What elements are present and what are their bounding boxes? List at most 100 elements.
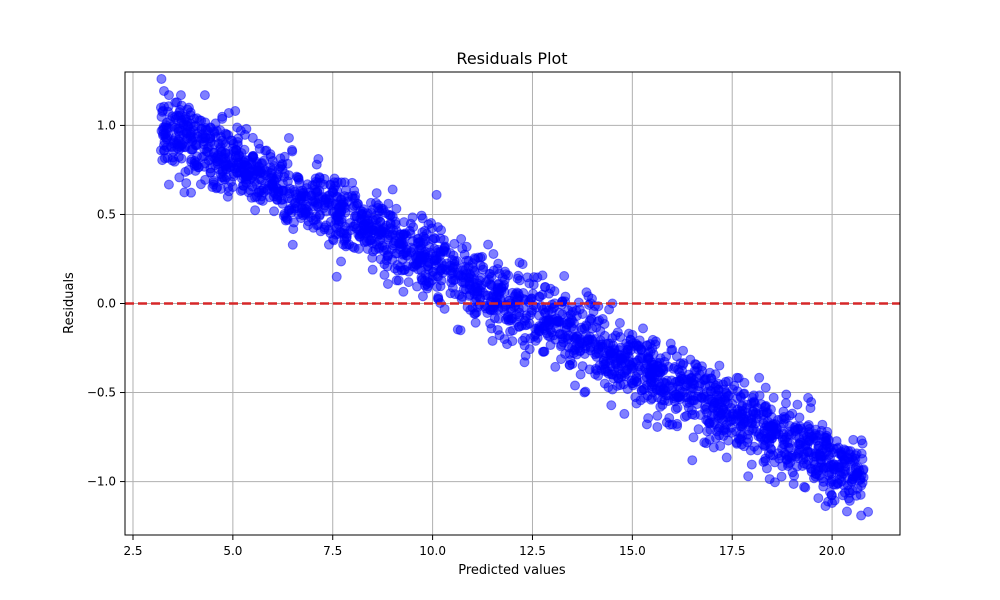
scatter-point	[253, 138, 264, 149]
scatter-point	[656, 363, 667, 374]
scatter-point	[733, 372, 744, 383]
scatter-point	[795, 421, 806, 432]
scatter-point	[521, 310, 532, 321]
scatter-point	[205, 137, 216, 148]
scatter-point	[651, 384, 662, 395]
scatter-point	[553, 317, 564, 328]
scatter-point	[247, 152, 258, 163]
scatter-point	[260, 145, 271, 156]
scatter-point	[336, 256, 347, 267]
scatter-point	[693, 424, 704, 435]
scatter-point	[683, 369, 694, 380]
scatter-point	[650, 339, 661, 350]
scatter-point	[743, 416, 754, 427]
scatter-point	[613, 373, 624, 384]
scatter-point	[685, 354, 696, 365]
scatter-point	[514, 257, 525, 268]
scatter-point	[797, 460, 808, 471]
scatter-point	[312, 177, 323, 188]
scatter-point	[371, 188, 382, 199]
scatter-point	[279, 151, 290, 162]
scatter-point	[456, 293, 467, 304]
scatter-point	[739, 441, 750, 452]
scatter-point	[483, 239, 494, 250]
scatter-point	[701, 438, 712, 449]
scatter-point	[682, 398, 693, 409]
scatter-point	[609, 344, 620, 355]
y-tick-label: −1.0	[87, 475, 116, 489]
scatter-point	[410, 259, 421, 270]
scatter-point	[426, 223, 437, 234]
scatter-point	[794, 412, 805, 423]
scatter-point	[330, 199, 341, 210]
scatter-point	[480, 290, 491, 301]
scatter-point	[241, 123, 252, 134]
scatter-point	[287, 239, 298, 250]
scatter-point	[456, 234, 467, 245]
scatter-point	[702, 426, 713, 437]
scatter-point	[159, 85, 170, 96]
scatter-point	[689, 410, 700, 421]
scatter-point	[365, 197, 376, 208]
scatter-point	[217, 111, 228, 122]
scatter-point	[607, 384, 618, 395]
scatter-point	[313, 153, 324, 164]
scatter-point	[580, 386, 591, 397]
scatter-point	[720, 376, 731, 387]
scatter-point	[338, 228, 349, 239]
scatter-point	[805, 403, 816, 414]
scatter-point	[721, 452, 732, 463]
scatter-point	[564, 348, 575, 359]
scatter-point	[197, 129, 208, 140]
scatter-point	[768, 392, 779, 403]
scatter-point	[673, 380, 684, 391]
ticks: 2.5 5.0 7.5 10.0 12.5 15.0 17.5 20.0 −1.0 −0.5 0.0…	[87, 118, 846, 558]
x-tick-label: 5.0	[223, 544, 242, 558]
x-tick-label: 10.0	[419, 544, 446, 558]
scatter-point	[527, 288, 538, 299]
scatter-point	[530, 323, 541, 334]
x-tick-label: 15.0	[619, 544, 646, 558]
scatter-point	[708, 442, 719, 453]
scatter-point	[704, 367, 715, 378]
scatter-point	[765, 450, 776, 461]
scatter-point	[661, 417, 672, 428]
y-tick-label: −0.5	[87, 386, 116, 400]
scatter-point	[447, 254, 458, 265]
y-axis-label: Residuals	[62, 272, 77, 334]
scatter-point	[393, 275, 404, 286]
scatter-point	[280, 215, 291, 226]
scatter-point	[575, 369, 586, 380]
scatter-point	[570, 380, 581, 391]
scatter-point	[298, 195, 309, 206]
scatter-point	[286, 145, 297, 156]
scatter-point	[586, 293, 597, 304]
scatter-point	[403, 277, 414, 288]
scatter-point	[764, 474, 775, 485]
scatter-point	[514, 275, 525, 286]
scatter-point	[424, 258, 435, 269]
scatter-point	[700, 380, 711, 391]
scatter-point	[688, 432, 699, 443]
scatter-point	[375, 216, 386, 227]
scatter-point	[507, 336, 518, 347]
scatter-point	[173, 123, 184, 134]
scatter-point	[811, 469, 822, 480]
x-tick-label: 17.5	[719, 544, 746, 558]
scatter-point	[436, 275, 447, 286]
scatter-point	[200, 174, 211, 185]
y-tick-label: 0.5	[97, 207, 116, 221]
scatter-point	[424, 241, 435, 252]
scatter-point	[530, 335, 541, 346]
scatter-point	[813, 493, 824, 504]
scatter-point	[284, 183, 295, 194]
scatter-point	[721, 419, 732, 430]
scatter-point	[187, 144, 198, 155]
x-tick-label: 2.5	[123, 544, 142, 558]
scatter-point	[760, 382, 771, 393]
scatter-point	[606, 400, 617, 411]
scatter-point	[161, 122, 172, 133]
scatter-point	[493, 313, 504, 324]
scatter-point	[255, 194, 266, 205]
scatter-point	[759, 401, 770, 412]
